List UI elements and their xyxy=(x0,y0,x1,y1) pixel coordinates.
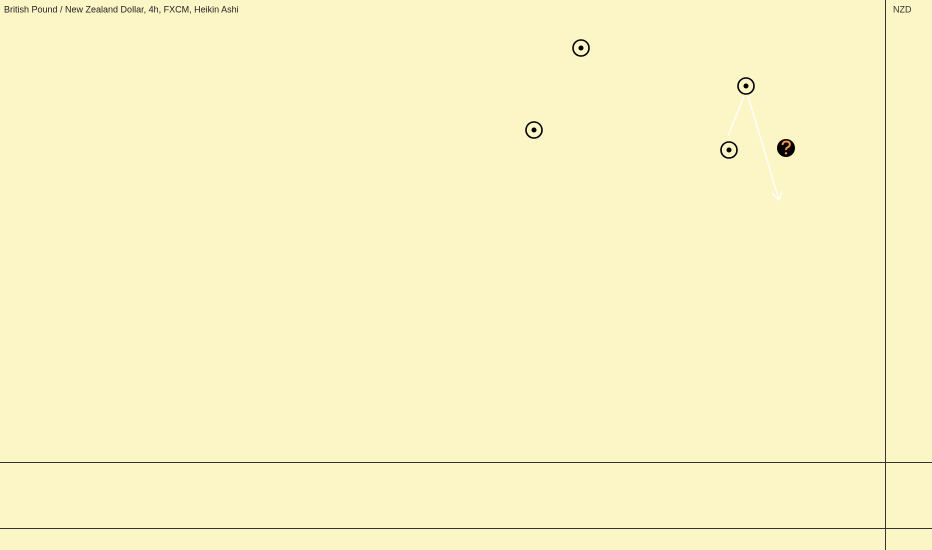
marker-dot xyxy=(531,127,537,133)
marker-circle xyxy=(525,121,543,139)
marker-circle xyxy=(572,39,590,57)
question-mark xyxy=(781,140,791,151)
currency-label: NZD xyxy=(893,4,912,14)
arrow-head xyxy=(771,190,783,202)
chart-title: British Pound / New Zealand Dollar, 4h, … xyxy=(4,4,239,14)
marker-dot xyxy=(743,83,749,89)
arrow-line xyxy=(727,95,745,137)
annotations xyxy=(525,39,795,202)
marker-circle xyxy=(720,141,738,159)
arrow-line xyxy=(747,95,780,201)
marker-dot xyxy=(578,45,584,51)
question-dot xyxy=(784,152,788,155)
marker-circle xyxy=(737,77,755,95)
marker-dot xyxy=(726,147,732,153)
